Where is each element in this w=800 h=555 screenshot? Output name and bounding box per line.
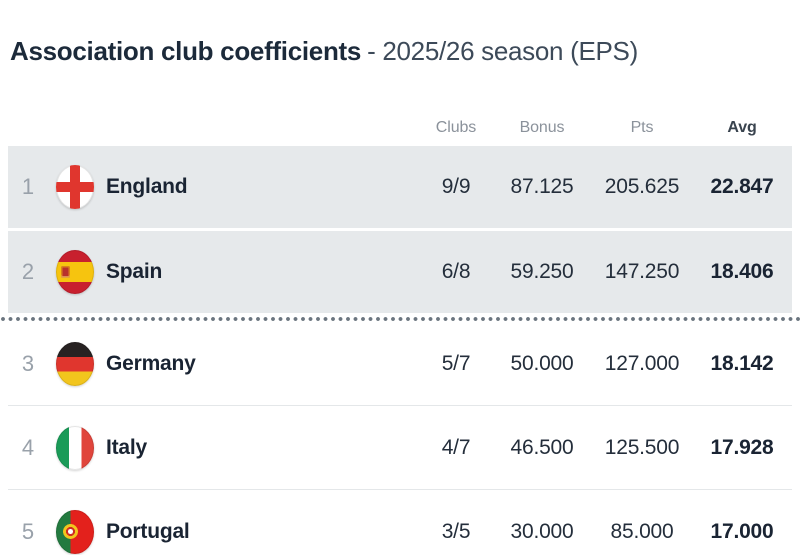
table-row[interactable]: 3 Germany 5/7 50.000 127.000 18.142 [8,322,792,406]
clubs-value: 9/9 [441,175,471,198]
table-header-row: Clubs Bonus Pts Avg [8,110,792,146]
row-left-section: 2 Spain [8,250,420,294]
column-header-avg[interactable]: Avg [727,119,757,136]
clubs-value: 6/8 [441,260,471,283]
england-flag-icon [56,165,94,209]
row-left-section: 5 Portugal [8,509,420,554]
rank-number: 1 [21,174,35,199]
flag-emblem [61,266,70,278]
table-row[interactable]: 1 England 9/9 87.125 205.625 22.847 [8,146,792,228]
clubs-value: 5/7 [441,351,471,375]
table-body: 1 England 9/9 87.125 205.625 22.847 2 Sp… [0,146,800,555]
column-header-bonus[interactable]: Bonus [519,119,565,136]
table-row[interactable]: 4 Italy 4/7 46.500 125.500 17.928 [8,406,792,490]
spain-flag-icon [56,250,94,294]
pts-value: 147.250 [604,260,680,283]
clubs-value: 3/5 [441,519,471,543]
pts-value: 127.000 [604,351,680,375]
germany-flag-icon [56,341,94,386]
page-title-sub: - 2025/26 season (EPS) [367,36,638,66]
flag-emblem [63,523,78,539]
pts-value: 125.500 [604,435,680,459]
avg-value: 22.847 [710,175,774,198]
bonus-value: 46.500 [510,435,574,459]
table-row[interactable]: 5 Portugal 3/5 30.000 85.000 17.000 [8,490,792,555]
rank-number: 4 [21,434,35,460]
avg-value: 18.142 [710,351,774,375]
qualification-cutoff-divider [0,316,800,322]
bonus-value: 30.000 [510,519,574,543]
coefficients-table: Clubs Bonus Pts Avg 1 England 9/9 87.125… [0,110,800,555]
page-title-main: Association club coefficients [10,36,362,66]
country-name: Portugal [106,519,190,543]
avg-value: 17.000 [710,519,774,543]
column-header-clubs[interactable]: Clubs [435,119,477,136]
avg-value: 18.406 [710,260,774,283]
page-title: Association club coefficients - 2025/26 s… [10,36,792,66]
portugal-flag-icon [56,509,94,554]
column-header-pts[interactable]: Pts [630,119,654,136]
country-name: Spain [106,260,163,283]
bonus-value: 87.125 [510,175,574,198]
row-left-section: 4 Italy [8,425,420,470]
rank-number: 2 [21,259,35,284]
bonus-value: 59.250 [510,260,574,283]
rank-number: 3 [21,350,35,376]
pts-value: 85.000 [610,519,674,543]
row-left-section: 3 Germany [8,341,420,386]
italy-flag-icon [56,425,94,470]
table-row[interactable]: 2 Spain 6/8 59.250 147.250 18.406 [8,231,792,313]
rank-number: 5 [21,518,35,544]
country-name: Germany [106,351,196,375]
avg-value: 17.928 [710,435,774,459]
row-left-section: 1 England [8,165,420,209]
country-name: England [106,175,188,198]
country-name: Italy [106,435,148,459]
bonus-value: 50.000 [510,351,574,375]
pts-value: 205.625 [604,175,680,198]
clubs-value: 4/7 [441,435,471,459]
